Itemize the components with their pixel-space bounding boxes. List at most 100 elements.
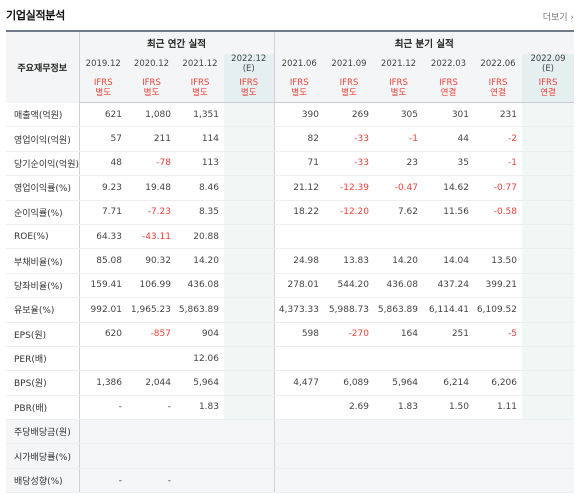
accounting-label: IFRS: [289, 78, 309, 88]
accounting-label: 별도: [341, 88, 357, 98]
table-cell: 106.99: [127, 273, 176, 299]
table-cell: [324, 224, 374, 250]
table-cell: 14.20: [374, 248, 423, 274]
table-cell: -: [79, 395, 127, 421]
accounting-header: IFRS 별도: [176, 74, 224, 103]
table-cell: 6,109.52: [474, 297, 522, 323]
table-cell: [176, 443, 224, 469]
accounting-header: IFRS 연결: [522, 74, 575, 103]
table-cell: 904: [176, 321, 224, 347]
table-cell: [522, 151, 575, 177]
table-row: 매출액(억원) 621 1,080 1,351 390 269 305 301 231: [6, 102, 575, 128]
table-cell: 159.41: [79, 273, 127, 299]
table-cell: [224, 102, 275, 128]
row-label: EPS(원): [6, 321, 80, 347]
estimate-tag: (E): [542, 64, 555, 74]
table-cell: [274, 443, 324, 469]
quarter-group-header: 최근 분기 실적: [274, 30, 575, 54]
table-cell: 85.08: [79, 248, 127, 274]
accounting-label: IFRS: [389, 78, 408, 88]
table-cell: [274, 224, 324, 250]
row-label: 시가배당률(%): [6, 443, 80, 469]
table-cell: 2.69: [324, 395, 374, 421]
table-cell: [423, 468, 474, 494]
table-cell: -12.39: [324, 175, 374, 201]
table-cell: [224, 151, 275, 177]
period-header: 2019.12: [79, 54, 127, 74]
period-header: 2022.09 (E): [522, 54, 575, 74]
table-cell: 57: [79, 126, 127, 152]
table-cell: 2,044: [127, 370, 176, 396]
accounting-label: IFRS: [142, 78, 161, 88]
period-header: 2021.12: [374, 54, 423, 74]
table-row: PBR(배) - -1.83 2.69 1.83 1.50 1.11: [6, 395, 575, 421]
table-cell: 24.98: [274, 248, 324, 274]
financial-table: 주요재무정보 최근 연간 실적 최근 분기 실적 2019.12 2020.12 2…: [6, 30, 575, 494]
table-cell: [423, 224, 474, 250]
row-label: 당기순이익(억원): [6, 151, 80, 177]
table-cell: 114: [176, 126, 224, 152]
period-header: 2022.12 (E): [224, 54, 275, 74]
table-cell: [224, 200, 275, 225]
table-cell: [522, 346, 575, 372]
table-cell: [522, 297, 575, 323]
period-header: 2021.09: [324, 54, 374, 74]
row-label: BPS(원): [6, 370, 80, 396]
table-cell: [522, 321, 575, 347]
table-cell: [274, 468, 324, 494]
column-header-corner: 주요재무정보: [6, 30, 80, 103]
table-row: 순이익률(%) 7.71 -7.23 8.35 18.22 -12.20 7.62 11.56…: [6, 200, 575, 225]
accounting-label: 별도: [390, 88, 407, 98]
table-cell: [423, 419, 474, 445]
table-cell: [127, 443, 176, 469]
table-cell: [224, 175, 275, 201]
row-label: 순이익률(%): [6, 200, 80, 225]
table-cell: 48: [79, 151, 127, 177]
table-cell: [274, 419, 324, 445]
row-label: 당좌비율(%): [6, 273, 80, 299]
accounting-label: 별도: [192, 88, 208, 98]
table-row: 배당성향(%) - -: [6, 468, 575, 494]
table-cell: -: [79, 468, 127, 494]
table-cell: 437.24: [423, 273, 474, 299]
row-label: PER(배): [6, 346, 80, 372]
table-cell: -12.20: [324, 200, 374, 225]
table-row: 영업이익률(%) 9.23 19.48 8.46 21.12 -12.39 -0.47 14.…: [6, 175, 575, 201]
table-cell: [522, 419, 575, 445]
table-cell: [324, 346, 374, 372]
table-cell: [374, 419, 423, 445]
period-header: 2020.12: [127, 54, 176, 74]
accounting-label: IFRS: [538, 78, 558, 88]
table-cell: 11.56: [423, 200, 474, 225]
row-label: 영업이익(억원): [6, 126, 80, 152]
table-cell: 4,477: [274, 370, 324, 396]
row-label: 영업이익률(%): [6, 175, 80, 201]
table-cell: [224, 370, 275, 396]
table-cell: 14.20: [176, 248, 224, 274]
table-cell: [224, 248, 275, 274]
table-cell: 251: [423, 321, 474, 347]
table-cell: 399.21: [474, 273, 522, 299]
table-cell: 35: [423, 151, 474, 177]
table-cell: 5,964: [176, 370, 224, 396]
section-header: 기업실적분석 더보기 ›: [0, 0, 580, 26]
table-cell: 621: [79, 102, 127, 128]
table-cell: [522, 224, 575, 250]
table-row: ROE(%) 64.33 -43.11 20.88: [6, 224, 575, 250]
more-link[interactable]: 더보기 ›: [542, 13, 574, 23]
table-cell: -78: [127, 151, 176, 177]
table-cell: [324, 419, 374, 445]
period-label: 2022.09: [530, 54, 566, 64]
accounting-header: IFRS 연결: [474, 74, 522, 103]
annual-group-header: 최근 연간 실적: [79, 30, 275, 54]
table-cell: -43.11: [127, 224, 176, 250]
table-cell: [522, 370, 575, 396]
table-cell: 64.33: [79, 224, 127, 250]
table-row: 당기순이익(억원) 48 -78 113 71 -33 23 35 -1: [6, 151, 575, 177]
table-cell: -1: [374, 126, 423, 152]
table-cell: [224, 273, 275, 299]
table-cell: 5,988.73: [324, 297, 374, 323]
table-cell: [224, 126, 275, 152]
table-cell: 7.71: [79, 200, 127, 225]
table-row: 시가배당률(%): [6, 443, 575, 469]
